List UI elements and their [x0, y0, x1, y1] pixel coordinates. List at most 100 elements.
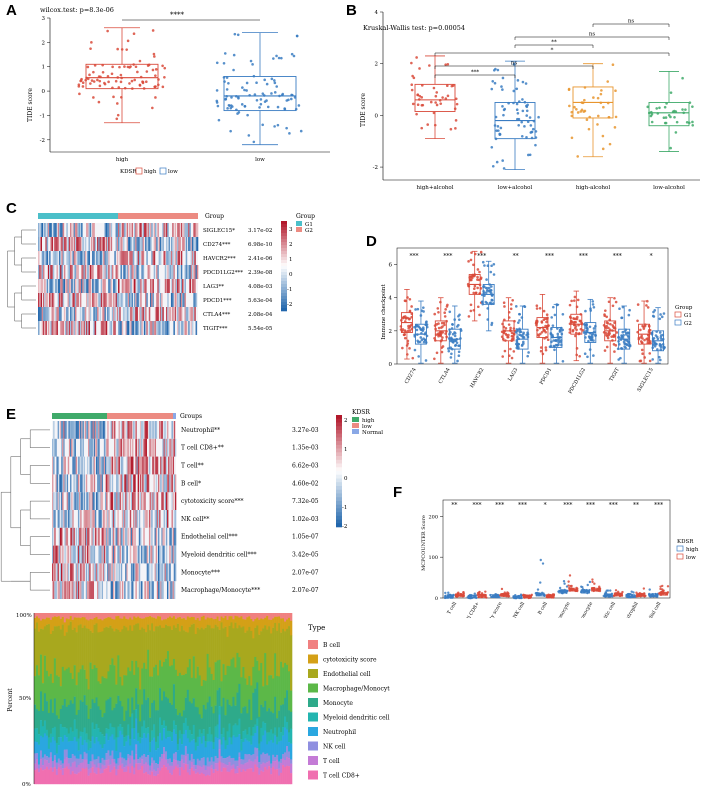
panel-d-box-point: [655, 335, 659, 339]
panel-c-heatmap-cell: [71, 237, 73, 251]
stacked-segment-neutrophil: [194, 750, 198, 766]
stacked-segment-neutrophil: [65, 737, 69, 750]
stacked-segment-t-cell-cd8-: [67, 768, 71, 785]
stacked-segment-cytotoxicity-score: [228, 616, 231, 626]
panel-b-box-1-point: [525, 104, 528, 108]
panel-e-heatmap-cell: [128, 456, 131, 475]
stacked-segment-t-cell-cd8-: [194, 773, 198, 785]
panel-c-heatmap-cell: [190, 237, 193, 251]
panel-a-box-low-point: [261, 123, 264, 127]
panel-c-heatmap-cell: [188, 321, 190, 335]
panel-e-heatmap-cell: [92, 421, 95, 439]
panel-e-heatmap-cell: [76, 492, 79, 510]
stacked-segment-myeloid-dendritic-cell: [272, 733, 275, 743]
stacked-segment-neutrophil: [149, 751, 152, 766]
panel-a-box-high-point: [106, 29, 109, 33]
stacked-segment-myeloid-dendritic-cell: [133, 728, 136, 740]
stacked-segment-cytotoxicity-score: [113, 619, 116, 632]
stacked-segment-t-cell: [71, 762, 74, 772]
panel-e-heatmap-cell: [128, 581, 131, 599]
stacked-segment-t-cell: [85, 759, 88, 768]
panel-c-heatmap-cell: [169, 251, 172, 265]
stacked-segment-nk-cell: [123, 758, 126, 768]
panel-e-heatmap-cell: [100, 563, 102, 582]
stacked-segment-neutrophil: [85, 742, 88, 754]
panel-e-row-label: cytotoxicity score***: [181, 498, 244, 505]
panel-d-box-point: [476, 278, 479, 281]
stacked-segment-myeloid-dendritic-cell: [135, 709, 138, 719]
panel-e-heatmap-cell: [165, 563, 168, 582]
panel-c-heatmap-cell: [41, 251, 44, 265]
panel-b-box-2-point: [587, 127, 591, 131]
panel-e-heatmap-cell: [166, 510, 169, 528]
panel-c-heatmap-cell: [174, 237, 177, 251]
stacked-segment-cytotoxicity-score: [184, 619, 188, 632]
stacked-segment-nk-cell: [250, 755, 253, 762]
panel-a-box-high-point: [97, 100, 101, 104]
panel-a-box-low-point: [225, 88, 229, 91]
panel-b-box-2-point: [596, 114, 600, 118]
panel-c-heatmap-cell: [153, 223, 156, 237]
panel-e-heatmap-cell: [168, 456, 170, 475]
stacked-segment-b-cell: [155, 613, 158, 619]
stacked-segment-nk-cell: [234, 760, 237, 770]
stacked-segment-t-cell-cd8-: [256, 767, 259, 785]
panel-d-box-point: [592, 339, 595, 342]
panel-c-heatmap-cell: [54, 237, 56, 251]
panel-b-box-2-point: [592, 96, 595, 99]
panel-d-box-point: [525, 333, 528, 337]
panel-e-heatmap-cell: [161, 581, 163, 599]
panel-c-heatmap-cell: [103, 321, 105, 335]
panel-c-heatmap-cell: [126, 307, 129, 321]
stacked-segment-t-cell: [149, 770, 152, 776]
panel-c-heatmap-cell: [70, 321, 72, 335]
panel-e-heatmap-cell: [76, 563, 79, 582]
stacked-segment-b-cell: [35, 613, 39, 617]
panel-e-heatmap-cell: [74, 456, 76, 475]
panel-a-box-high-point: [134, 65, 138, 69]
stacked-segment-monocyte: [254, 688, 257, 725]
panel-b-box-1-point: [537, 115, 540, 119]
stacked-segment-monocyte: [107, 699, 110, 730]
panel-e-heatmap-cell: [141, 581, 143, 599]
stacked-segment-t-cell: [55, 769, 59, 776]
stacked-segment-neutrophil: [129, 745, 132, 756]
stacked-legend-key: [308, 683, 318, 693]
panel-c-heatmap-cell: [157, 279, 159, 293]
stacked-segment-t-cell: [172, 759, 176, 770]
panel-d-box-point: [403, 299, 407, 302]
panel-e-heatmap-cell: [106, 492, 108, 510]
panel-c-row-pvalue: 2.41e-06: [248, 256, 273, 262]
stacked-segment-neutrophil: [73, 736, 76, 756]
panel-e-heatmap-cell: [75, 492, 78, 510]
stacked-segment-t-cell-cd8-: [170, 774, 174, 785]
panel-f-point: [666, 585, 670, 588]
panel-e-heatmap-cell: [58, 492, 61, 510]
stacked-segment-b-cell: [166, 613, 170, 618]
stacked-segment-myeloid-dendritic-cell: [57, 737, 61, 746]
stacked-segment-myeloid-dendritic-cell: [182, 722, 186, 735]
panel-d-box-point: [592, 305, 596, 309]
panel-c-heatmap-cell: [50, 279, 52, 293]
panel-b-comparison-bracket: [434, 52, 670, 56]
panel-c-heatmap-cell: [195, 265, 198, 279]
panel-c-heatmap-cell: [105, 237, 108, 251]
panel-f-boxplot: MCPCOUNTER Score KDSR high low 0100200**…: [421, 499, 699, 618]
stacked-segment-endothelial-cell: [67, 625, 71, 668]
panel-d-box-point: [514, 305, 518, 308]
panel-c-heatmap-cell: [49, 223, 51, 237]
stacked-segment-t-cell: [178, 767, 182, 776]
panel-e-heatmap-cell: [65, 527, 67, 546]
panel-a-box-low-point: [226, 107, 229, 110]
panel-c-heatmap-cell: [136, 321, 138, 335]
panel-c-heatmap-cell: [186, 307, 189, 321]
stacked-segment-monocyte: [290, 711, 293, 729]
panel-c-heatmap-cell: [122, 251, 125, 265]
panel-c-heatmap-cell: [154, 237, 157, 251]
panel-e-heatmap-cell: [154, 527, 157, 546]
panel-b-box-2-point: [575, 107, 578, 111]
panel-b-box-3-point: [667, 113, 671, 117]
stacked-segment-t-cell: [206, 766, 209, 776]
stacked-segment-endothelial-cell: [129, 625, 132, 672]
panel-d-box-point: [448, 310, 452, 314]
